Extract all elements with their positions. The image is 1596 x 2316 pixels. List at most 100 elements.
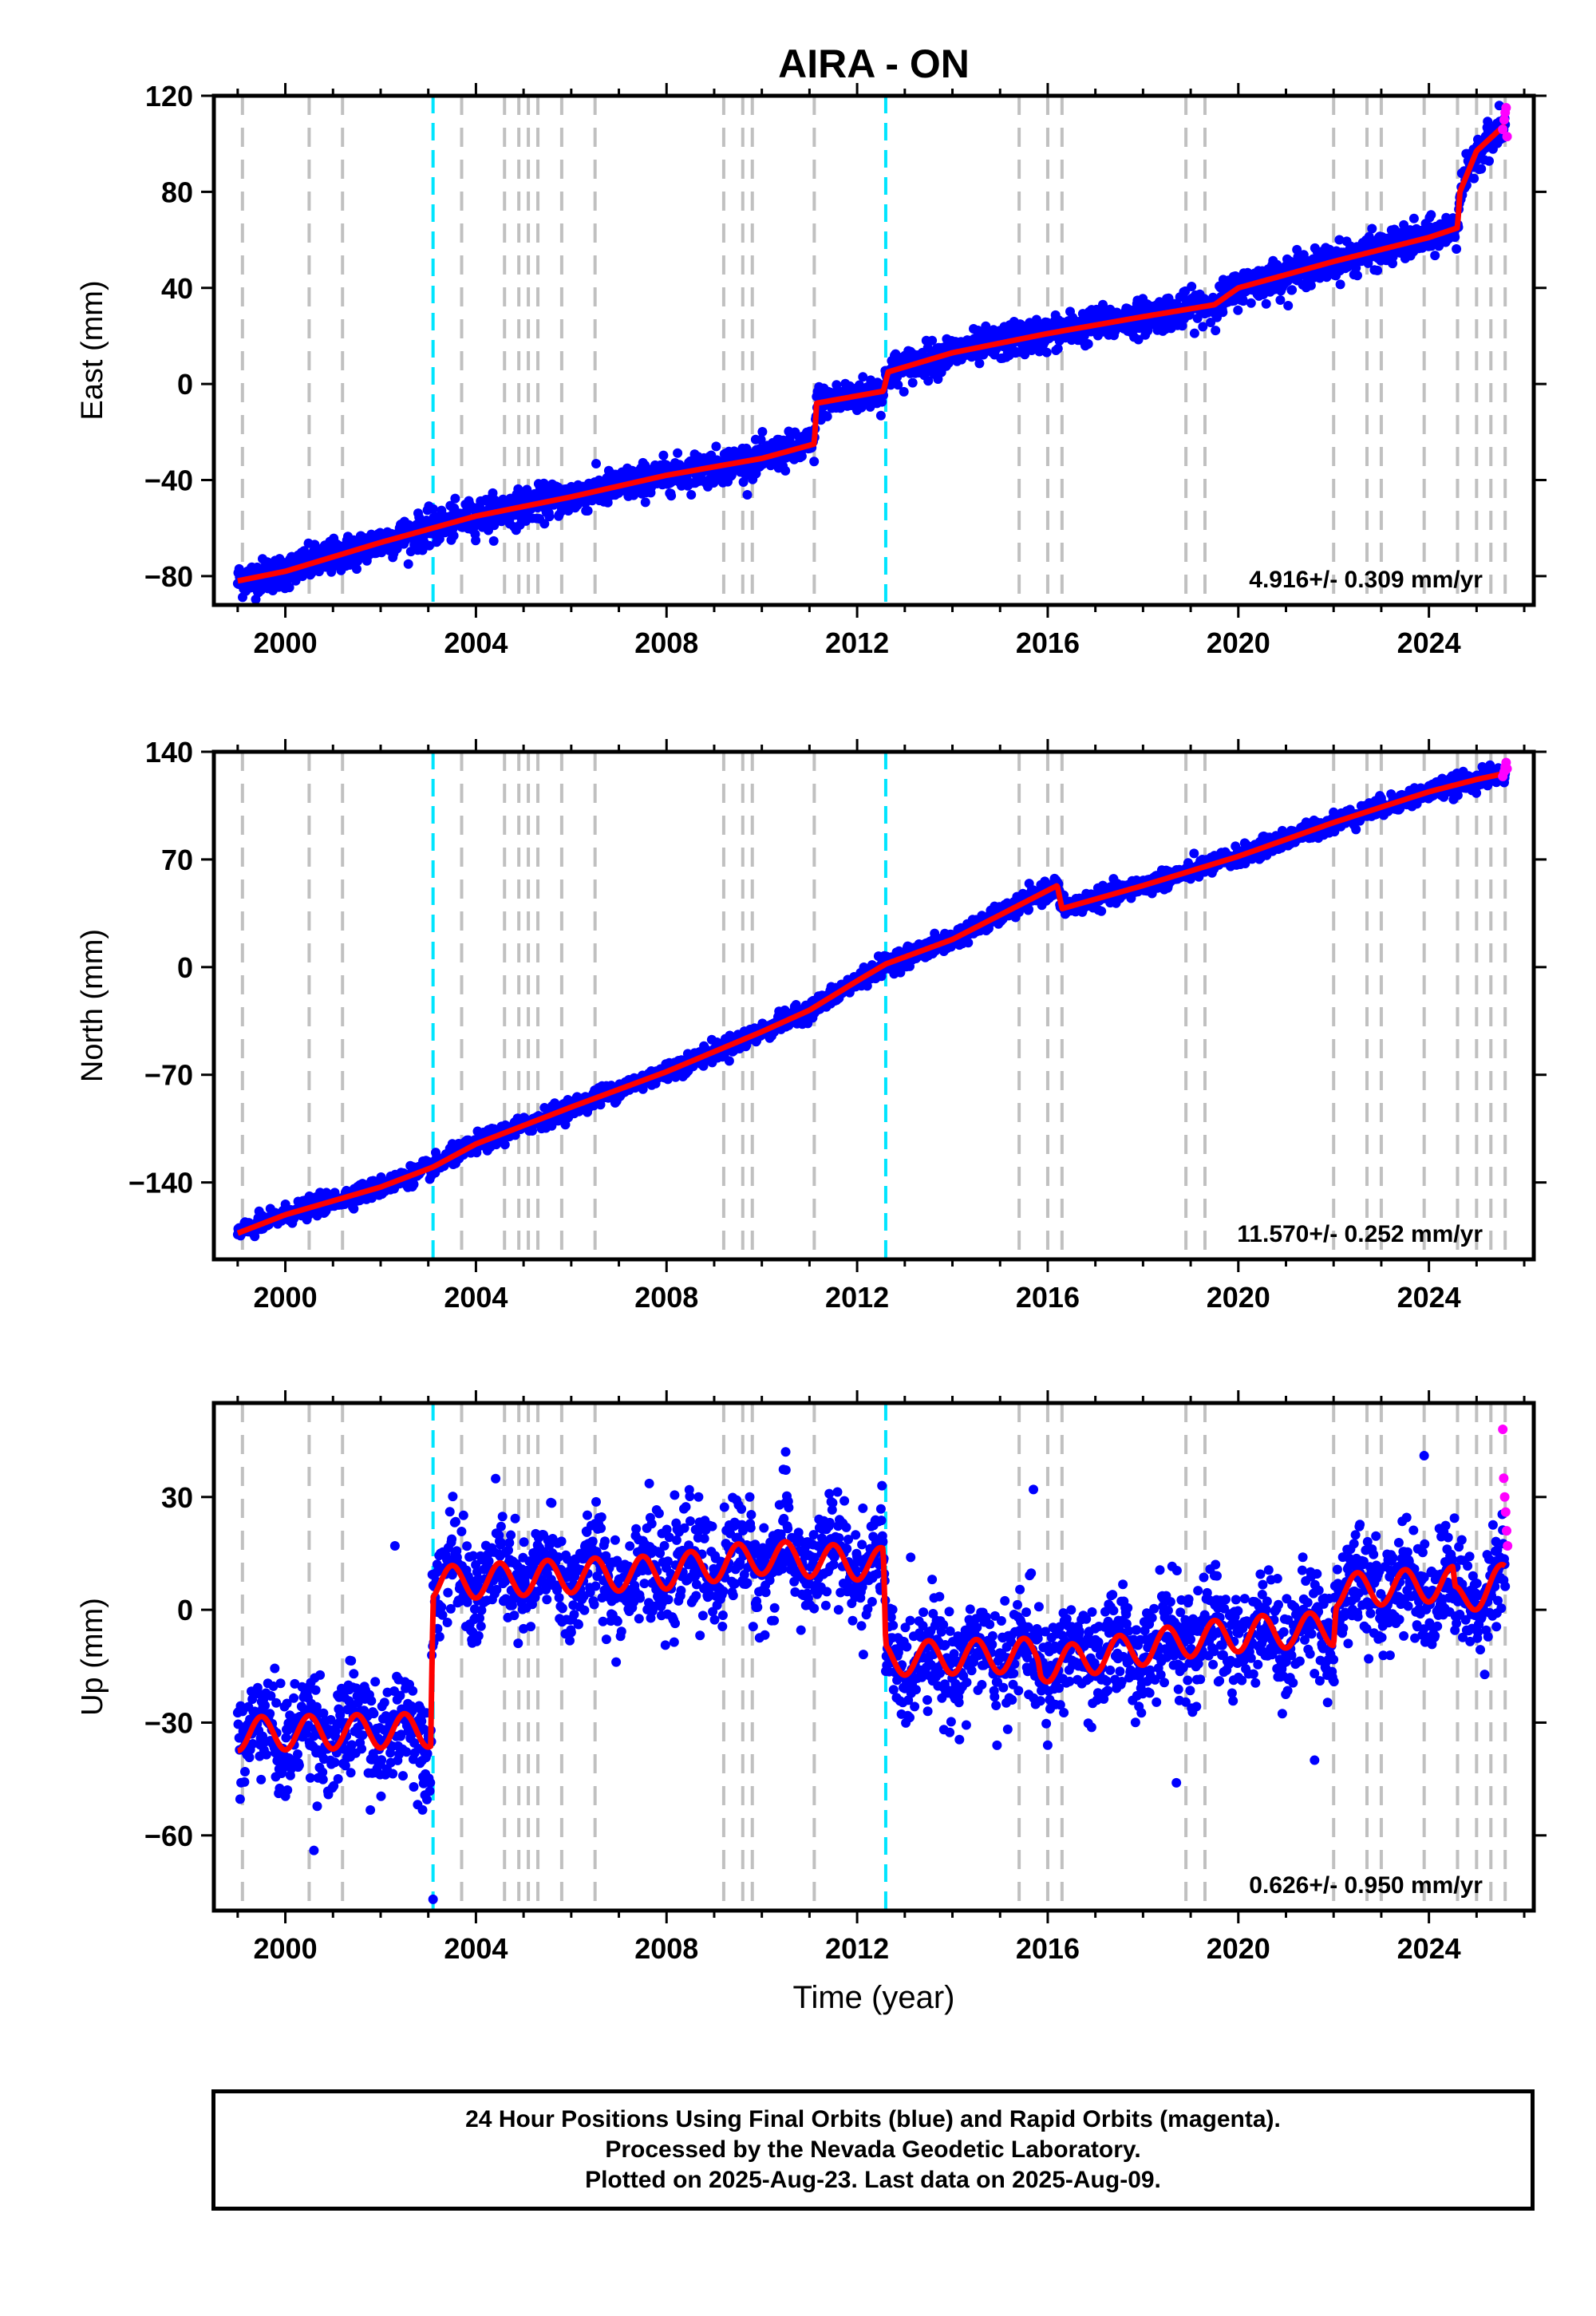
final-orbit-point bbox=[284, 583, 294, 593]
final-orbit-point bbox=[1041, 347, 1052, 358]
final-orbit-point bbox=[1211, 326, 1221, 336]
final-orbit-point bbox=[974, 358, 985, 369]
rapid-orbit-point bbox=[1498, 124, 1508, 135]
final-orbit-point bbox=[862, 981, 872, 991]
final-orbit-point bbox=[1096, 906, 1107, 916]
final-orbit-point bbox=[1053, 343, 1063, 354]
final-orbit-point bbox=[392, 543, 402, 554]
y-tick-label: 120 bbox=[145, 80, 193, 113]
final-orbit-point bbox=[1450, 232, 1460, 243]
model-fit-line bbox=[235, 122, 1507, 584]
final-orbit-point bbox=[858, 372, 868, 382]
final-orbit-point bbox=[856, 402, 867, 413]
final-orbit-point bbox=[724, 1056, 734, 1066]
final-orbit-point bbox=[1426, 210, 1436, 220]
final-orbit-point bbox=[602, 497, 613, 508]
panel-east: 2000 2004 2008 2012 2016 2020 2024−80−40040801… bbox=[76, 80, 1547, 659]
final-orbit-point bbox=[450, 493, 460, 504]
final-orbit-point bbox=[1246, 298, 1256, 308]
final-orbit-point bbox=[1452, 244, 1462, 254]
x-tick-label: 2016 bbox=[1016, 626, 1080, 659]
final-orbit-point bbox=[1233, 305, 1243, 315]
final-orbit-point bbox=[290, 575, 301, 586]
final-orbit-point bbox=[488, 536, 499, 546]
rapid-orbit-point bbox=[1499, 115, 1509, 125]
final-orbit-point bbox=[1484, 156, 1494, 166]
final-orbit-point bbox=[1261, 298, 1271, 309]
y-tick-label: 80 bbox=[161, 176, 193, 208]
final-orbit-point bbox=[927, 335, 938, 346]
final-orbit-point bbox=[1408, 213, 1419, 223]
final-orbit-point bbox=[1275, 295, 1286, 305]
final-orbit-point bbox=[425, 540, 434, 551]
final-orbit-point bbox=[352, 564, 361, 574]
final-orbit-point bbox=[1353, 271, 1362, 281]
final-orbit-point bbox=[1373, 265, 1383, 275]
plot-area-north bbox=[232, 752, 1512, 1259]
final-orbit-point bbox=[796, 451, 807, 461]
final-orbit-point bbox=[1335, 279, 1345, 290]
final-orbit-point bbox=[1177, 321, 1187, 331]
final-orbit-point bbox=[1238, 296, 1248, 306]
final-orbit-point bbox=[742, 490, 753, 500]
final-orbit-point bbox=[756, 434, 766, 445]
y-tick-label: −80 bbox=[144, 560, 193, 593]
chart-title: AIRA - ON bbox=[778, 41, 970, 86]
final-orbit-point bbox=[1133, 334, 1144, 345]
final-orbit-point bbox=[547, 1120, 557, 1131]
final-orbit-point bbox=[809, 456, 820, 467]
x-tick-label: 2012 bbox=[825, 626, 889, 659]
final-orbit-point bbox=[1430, 251, 1440, 261]
x-tick-label: 2000 bbox=[254, 626, 318, 659]
final-orbit-point bbox=[591, 459, 601, 468]
final-orbit-point bbox=[1198, 322, 1208, 332]
final-orbit-point bbox=[629, 490, 639, 500]
final-orbit-point bbox=[409, 1180, 419, 1189]
final-orbit-point bbox=[1189, 328, 1199, 338]
final-orbit-point bbox=[780, 465, 791, 476]
x-tick-label: 2004 bbox=[444, 626, 508, 659]
y-tick-label: −40 bbox=[144, 464, 193, 497]
final-orbit-point bbox=[640, 497, 650, 508]
final-orbit-point bbox=[539, 519, 550, 529]
final-orbit-point bbox=[1351, 263, 1361, 273]
final-orbit-point bbox=[1292, 244, 1302, 255]
final-orbit-point bbox=[403, 559, 413, 569]
final-orbit-point bbox=[1083, 339, 1093, 349]
final-orbit-point bbox=[757, 427, 768, 437]
x-tick-label: 2020 bbox=[1207, 626, 1270, 659]
final-orbit-point bbox=[544, 512, 555, 522]
final-orbit-point bbox=[527, 1126, 537, 1136]
y-axis-label: East (mm) bbox=[76, 280, 109, 420]
final-orbit-point bbox=[1187, 282, 1197, 291]
final-orbit-point bbox=[414, 512, 425, 523]
x-tick-label: 2024 bbox=[1397, 626, 1461, 659]
final-orbit-point bbox=[886, 380, 896, 390]
final-orbit-point bbox=[923, 376, 934, 386]
final-orbit-point bbox=[1367, 223, 1377, 234]
final-orbit-point bbox=[583, 506, 593, 516]
x-tick-label: 2008 bbox=[634, 626, 698, 659]
final-orbit-point bbox=[349, 1203, 359, 1214]
final-orbit-point bbox=[1469, 173, 1479, 184]
final-orbit-point bbox=[1283, 301, 1294, 310]
final-orbit-point bbox=[1218, 307, 1228, 318]
final-orbit-point bbox=[822, 411, 832, 421]
rapid-orbit-point bbox=[1501, 103, 1511, 113]
final-orbit-point bbox=[1476, 164, 1487, 174]
velocity-annotation: 4.916+/- 0.309 mm/yr bbox=[1249, 567, 1483, 593]
final-orbit-point bbox=[448, 531, 459, 541]
final-orbit-point bbox=[500, 1140, 510, 1150]
final-orbit-point bbox=[428, 504, 438, 514]
final-orbit-point bbox=[1024, 904, 1034, 915]
final-orbit-point bbox=[832, 380, 842, 390]
plot-frame bbox=[211, 93, 1536, 607]
final-orbit-point bbox=[640, 460, 650, 470]
rapid-orbit-point bbox=[1502, 132, 1512, 142]
y-tick-label: 40 bbox=[161, 272, 193, 305]
final-orbit-point bbox=[1334, 235, 1345, 245]
final-orbit-point bbox=[1192, 313, 1203, 323]
final-orbit-point bbox=[711, 441, 721, 452]
final-orbit-point bbox=[686, 490, 697, 500]
